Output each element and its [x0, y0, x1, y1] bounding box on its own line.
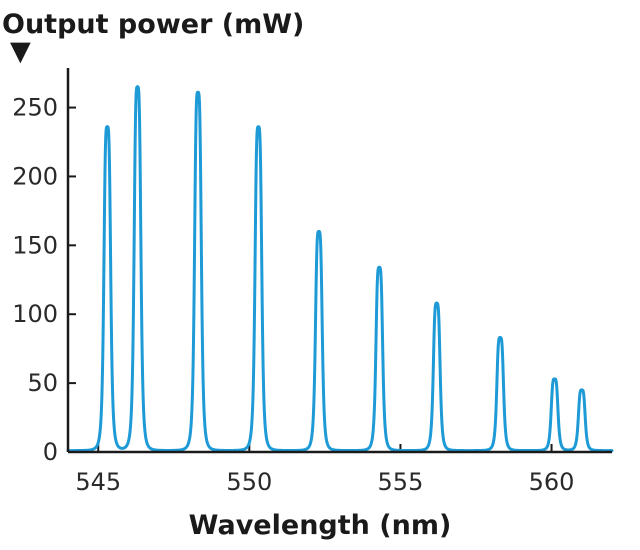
y-tick-label: 0: [43, 438, 58, 466]
output-power-series-line: [66, 85, 614, 453]
x-tick-label: 560: [529, 468, 575, 496]
peak-point-10: [580, 388, 584, 392]
peak-point-2: [135, 85, 140, 89]
peak-point-3: [196, 90, 200, 94]
y-tick-label: 200: [12, 162, 58, 190]
y-tick-label: 100: [12, 300, 58, 328]
y-axis-marker-icon: ▼: [10, 36, 31, 67]
peak-markers: [105, 85, 584, 392]
peak-point-6: [377, 265, 381, 269]
peak-point-1: [105, 125, 109, 129]
x-axis-ticks: 545 550 555 560: [75, 444, 574, 496]
peak-point-8: [498, 336, 502, 340]
peak-point-4: [256, 125, 260, 129]
peak-point-5: [317, 229, 321, 234]
y-axis-ticks: 0 50 100 150 200 250: [12, 94, 76, 466]
peak-point-7: [435, 301, 439, 305]
peak-point-9: [552, 377, 557, 381]
x-tick-label: 555: [378, 468, 424, 496]
x-axis-title: Wavelength (nm): [189, 510, 452, 541]
x-tick-label: 545: [75, 468, 121, 496]
x-tick-label: 550: [226, 468, 272, 496]
y-tick-label: 150: [12, 231, 58, 259]
y-axis-title: Output power (mW): [2, 9, 304, 40]
y-tick-label: 250: [12, 94, 58, 122]
y-tick-label: 50: [27, 369, 58, 397]
